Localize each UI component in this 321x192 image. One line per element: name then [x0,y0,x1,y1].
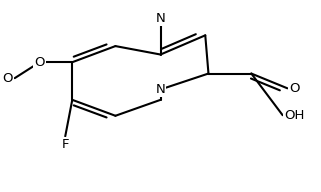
Text: N: N [156,83,165,96]
Text: F: F [62,138,69,151]
Text: O: O [34,56,45,69]
Text: O: O [289,82,299,95]
Text: N: N [156,12,165,25]
Text: OH: OH [284,109,305,122]
Text: O: O [3,72,13,85]
Text: F: F [62,138,69,151]
Text: N: N [156,12,165,25]
Text: N: N [156,83,165,96]
Text: O: O [289,82,299,95]
Text: OH: OH [284,109,305,122]
Text: O: O [34,56,45,69]
